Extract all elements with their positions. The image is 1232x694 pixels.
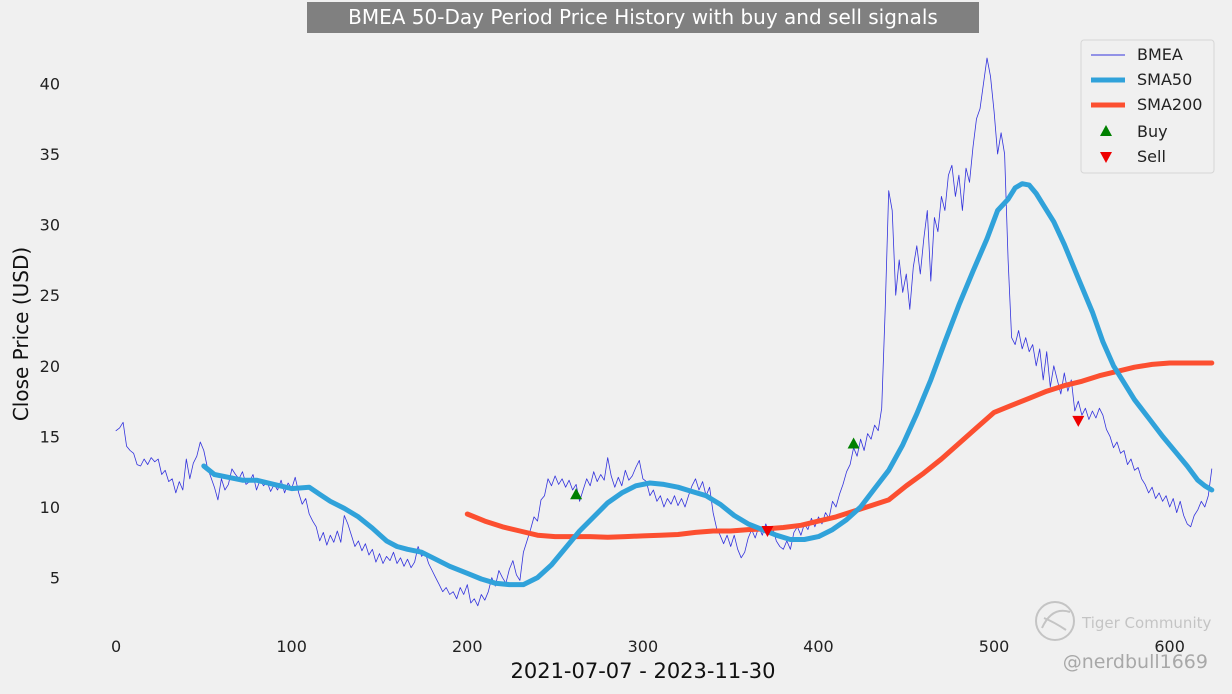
- watermark-brand: Tiger Community: [1081, 614, 1211, 632]
- sell-signal-marker: [761, 526, 774, 537]
- y-tick-label: 40: [40, 74, 60, 93]
- buy-signal-marker: [570, 488, 583, 500]
- x-tick-label: 600: [1154, 637, 1185, 656]
- y-tick-label: 20: [40, 357, 60, 376]
- watermark-handle: @nerdbull1669: [1063, 651, 1208, 673]
- bmea-price-line: [115, 57, 1213, 607]
- legend-sma50-label: SMA50: [1137, 70, 1192, 89]
- tiger-community-logo: Tiger Community: [1035, 601, 1211, 641]
- y-tick-label: 25: [40, 286, 60, 305]
- y-tick-label: 35: [40, 145, 60, 164]
- legend-buy-marker: [1100, 125, 1112, 136]
- legend-bmea-label: BMEA: [1137, 45, 1183, 64]
- buy-signal-marker: [847, 437, 860, 449]
- x-tick-label: 300: [628, 637, 659, 656]
- chart-title-background: [307, 2, 979, 33]
- x-tick-label: 500: [979, 637, 1010, 656]
- sell-signal-marker: [1072, 415, 1085, 427]
- legend-box: [1080, 39, 1215, 174]
- x-axis-label: 2021-07-07 - 2023-11-30: [510, 659, 775, 683]
- y-axis-label: Close Price (USD): [9, 247, 33, 421]
- x-tick-label: 0: [111, 637, 121, 656]
- chart-title: BMEA 50-Day Period Price History with bu…: [348, 5, 938, 29]
- y-tick-label: 5: [50, 569, 60, 588]
- legend-buy-label: Buy: [1137, 122, 1168, 141]
- plot-area: [115, 57, 1215, 607]
- legend-sell-label: Sell: [1137, 147, 1166, 166]
- sma50-line: [201, 181, 1215, 588]
- sma200-line: [464, 360, 1215, 540]
- legend-sell-marker: [1100, 152, 1112, 163]
- x-tick-label: 400: [803, 637, 834, 656]
- legend-sma200-label: SMA200: [1137, 95, 1202, 114]
- x-axis-ticks: 0 100 200 300 400 500 600: [111, 637, 1185, 656]
- x-tick-label: 100: [276, 637, 307, 656]
- legend: BMEA SMA50 SMA200 Buy Sell: [1080, 39, 1215, 174]
- y-tick-label: 10: [40, 498, 60, 517]
- x-tick-label: 200: [452, 637, 483, 656]
- y-axis-ticks: 5 10 15 20 25 30 35 40: [40, 74, 60, 587]
- y-tick-label: 15: [40, 427, 60, 446]
- y-tick-label: 30: [40, 216, 60, 235]
